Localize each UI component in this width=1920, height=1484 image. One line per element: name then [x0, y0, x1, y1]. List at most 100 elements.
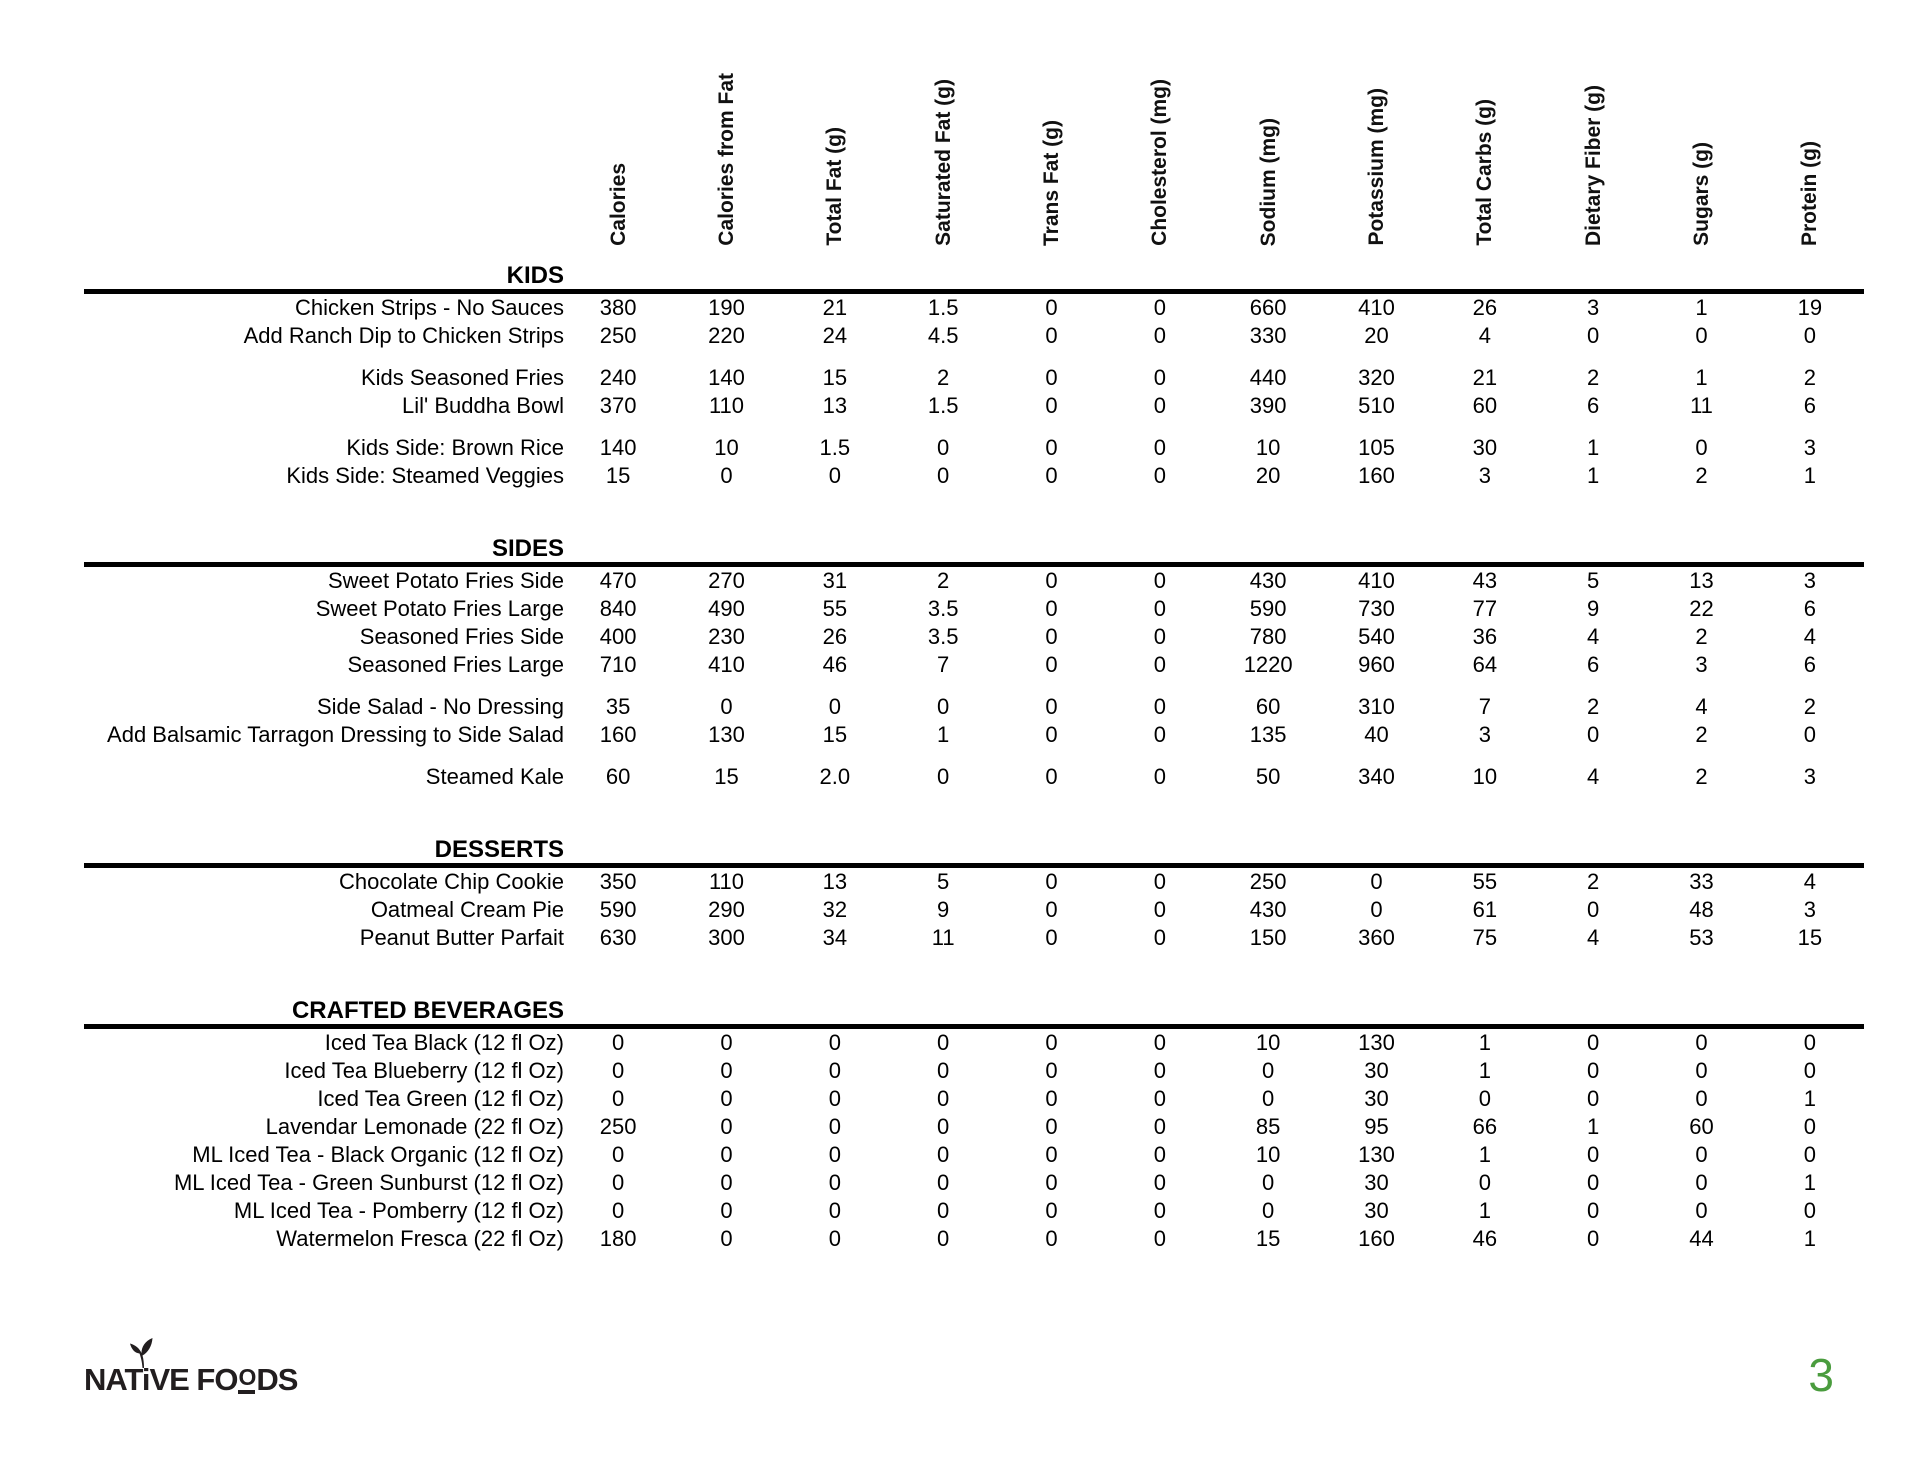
table-row-ml-iced-tea-pomberry-12-fl-oz: ML Iced Tea - Pomberry (12 fl Oz) 0 0 0 0 0 0 0…: [84, 1197, 1864, 1225]
cell-calories: 710: [599, 652, 637, 677]
cell-sugars-g: 33: [1689, 869, 1714, 894]
cell-total-fat-g: 0: [828, 1170, 841, 1195]
cell-sugars-g: 11: [1690, 393, 1713, 418]
item-name: Chocolate Chip Cookie: [338, 869, 564, 894]
cell-potassium-mg: 510: [1358, 393, 1395, 418]
cell-total-fat-g: 0: [828, 463, 841, 488]
cell-total-carbs-g: 46: [1472, 1226, 1498, 1251]
cell-calories: 0: [612, 1198, 625, 1223]
cell-cholesterol-mg: 0: [1153, 925, 1166, 950]
cell-protein-g: 1: [1803, 463, 1816, 488]
cell-cholesterol-mg: 0: [1153, 624, 1166, 649]
cell-total-fat-g: 0: [828, 1198, 841, 1223]
section-title: DESSERTS: [434, 836, 564, 863]
cell-sugars-g: 0: [1695, 1198, 1708, 1223]
cell-sodium-mg: 430: [1249, 897, 1287, 922]
cell-sodium-mg: 10: [1255, 1030, 1281, 1055]
cell-potassium-mg: 0: [1370, 897, 1383, 922]
cell-sodium-mg: 250: [1249, 869, 1287, 894]
cell-calories: 240: [599, 365, 637, 390]
cell-saturated-fat-g: 0: [937, 1058, 950, 1083]
item-name: Steamed Kale: [425, 764, 564, 789]
cell-sugars-g: 3: [1695, 652, 1708, 677]
cell-trans-fat-g: 0: [1045, 1198, 1058, 1223]
cell-total-carbs-g: 21: [1472, 365, 1498, 390]
item-name: Add Balsamic Tarragon Dressing to Side S…: [107, 722, 564, 747]
cell-cholesterol-mg: 0: [1153, 1170, 1166, 1195]
cell-trans-fat-g: 0: [1045, 393, 1058, 418]
section-header-row-crafted-beverages: CRAFTED BEVERAGES: [84, 999, 1864, 1029]
table-body: KIDS Chicken Strips - No Sauces 380 190 21 1.…: [84, 264, 1864, 1253]
column-header-saturated-fat-g: Saturated Fat (g): [889, 0, 997, 252]
cell-calories: 60: [605, 764, 631, 789]
column-header-total-fat-g: Total Fat (g): [781, 0, 889, 252]
cell-calories-from-fat: 0: [720, 1086, 733, 1111]
table-row-kids-side-brown-rice: Kids Side: Brown Rice 140 10 1.5 0 0 0 10 105 30 1…: [84, 434, 1864, 462]
cell-saturated-fat-g: 0: [937, 1030, 950, 1055]
cell-calories-from-fat: 0: [720, 1058, 733, 1083]
cell-calories: 350: [599, 869, 637, 894]
cell-dietary-fiber-g: 1: [1587, 435, 1600, 460]
cell-total-carbs-g: 61: [1472, 897, 1498, 922]
cell-saturated-fat-g: 0: [937, 435, 950, 460]
cell-protein-g: 1: [1803, 1086, 1816, 1111]
section-title: CRAFTED BEVERAGES: [291, 997, 564, 1024]
cell-protein-g: 4: [1803, 869, 1816, 894]
cell-calories-from-fat: 0: [720, 694, 733, 719]
cell-trans-fat-g: 0: [1045, 722, 1058, 747]
cell-total-fat-g: 15: [822, 365, 848, 390]
cell-dietary-fiber-g: 0: [1587, 1086, 1600, 1111]
section-kids: KIDS Chicken Strips - No Sauces 380 190 21 1.…: [84, 264, 1864, 490]
cell-sodium-mg: 85: [1255, 1114, 1281, 1139]
cell-dietary-fiber-g: 3: [1587, 295, 1600, 320]
cell-sodium-mg: 50: [1255, 764, 1281, 789]
cell-calories: 0: [612, 1058, 625, 1083]
cell-protein-g: 3: [1803, 435, 1816, 460]
cell-saturated-fat-g: 1: [937, 722, 950, 747]
cell-calories: 840: [599, 596, 637, 621]
cell-sugars-g: 0: [1695, 1142, 1708, 1167]
cell-total-fat-g: 26: [822, 624, 848, 649]
cell-saturated-fat-g: 0: [937, 1170, 950, 1195]
item-name: Peanut Butter Parfait: [359, 925, 564, 950]
cell-saturated-fat-g: 4.5: [927, 323, 959, 348]
cell-calories-from-fat: 10: [714, 435, 739, 460]
cell-potassium-mg: 410: [1358, 295, 1395, 320]
cell-total-fat-g: 34: [822, 925, 848, 950]
cell-potassium-mg: 340: [1358, 764, 1395, 789]
cell-total-carbs-g: 77: [1472, 596, 1498, 621]
cell-sugars-g: 1: [1695, 295, 1708, 320]
cell-sodium-mg: 1220: [1243, 652, 1293, 677]
cell-potassium-mg: 95: [1364, 1114, 1389, 1139]
section-header-row-kids: KIDS: [84, 264, 1864, 294]
cell-calories: 630: [599, 925, 637, 950]
section-desserts: DESSERTS Chocolate Chip Cookie 350 110 13 5 0 0…: [84, 838, 1864, 952]
cell-potassium-mg: 130: [1358, 1142, 1395, 1167]
cell-cholesterol-mg: 0: [1153, 393, 1166, 418]
cell-potassium-mg: 730: [1358, 596, 1395, 621]
cell-total-fat-g: 15: [822, 722, 848, 747]
cell-protein-g: 6: [1803, 652, 1816, 677]
cell-saturated-fat-g: 3.5: [927, 624, 959, 649]
cell-calories-from-fat: 15: [714, 764, 739, 789]
table-row-seasoned-fries-side: Seasoned Fries Side 400 230 26 3.5 0 0 780 540 36…: [84, 623, 1864, 651]
cell-potassium-mg: 360: [1358, 925, 1395, 950]
cell-trans-fat-g: 0: [1045, 652, 1058, 677]
cell-potassium-mg: 160: [1358, 463, 1395, 488]
cell-sugars-g: 22: [1689, 596, 1714, 621]
cell-saturated-fat-g: 0: [937, 1198, 950, 1223]
cell-sodium-mg: 660: [1249, 295, 1287, 320]
table-row-iced-tea-blueberry-12-fl-oz: Iced Tea Blueberry (12 fl Oz) 0 0 0 0 0 0 0 30 1 0…: [84, 1057, 1864, 1085]
cell-calories: 0: [612, 1030, 625, 1055]
cell-cholesterol-mg: 0: [1153, 1142, 1166, 1167]
cell-cholesterol-mg: 0: [1153, 463, 1166, 488]
cell-total-carbs-g: 26: [1472, 295, 1498, 320]
item-name: Sweet Potato Fries Large: [315, 596, 564, 621]
table-row-oatmeal-cream-pie: Oatmeal Cream Pie 590 290 32 9 0 0 430 0 61 0 48 3: [84, 896, 1864, 924]
item-name: Iced Tea Green (12 fl Oz): [317, 1086, 564, 1111]
cell-calories-from-fat: 130: [708, 722, 745, 747]
cell-total-carbs-g: 0: [1478, 1170, 1491, 1195]
cell-calories: 140: [599, 435, 637, 460]
cell-total-carbs-g: 0: [1478, 1086, 1491, 1111]
cell-dietary-fiber-g: 2: [1587, 869, 1600, 894]
